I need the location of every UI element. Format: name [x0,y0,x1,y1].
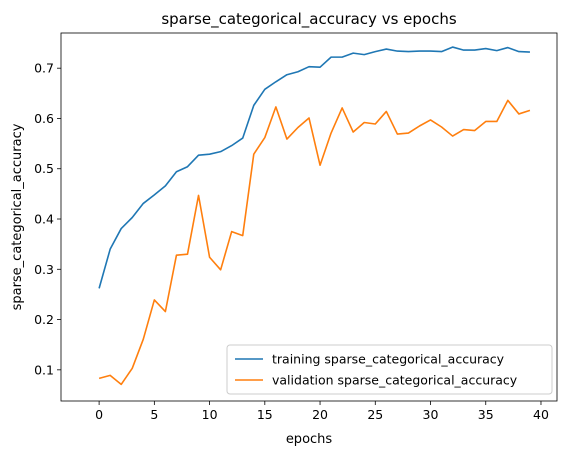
legend: training sparse_categorical_accuracyvali… [226,344,553,395]
x-tick-label: 30 [423,407,439,422]
series-line-training [98,46,530,289]
y-tick-label: 0.3 [34,262,54,277]
legend-label-validation: validation sparse_categorical_accuracy [272,373,518,388]
legend-box [226,344,553,395]
x-tick-label: 40 [533,407,549,422]
y-axis-label: sparse_categorical_accuracy [10,123,25,310]
y-tick-label: 0.6 [34,111,54,126]
x-tick-label: 25 [367,407,383,422]
x-axis-label: epochs [286,432,333,447]
series-line-validation [98,99,531,386]
y-tick-label: 0.2 [34,312,54,327]
legend-label-training: training sparse_categorical_accuracy [272,352,505,367]
x-tick-label: 35 [478,407,494,422]
y-tick-label: 0.1 [34,362,54,377]
x-tick-label: 15 [257,407,273,422]
y-tick-label: 0.5 [34,161,54,176]
x-tick-label: 0 [95,407,103,422]
plot-frame [60,32,558,402]
y-tick-label: 0.7 [34,61,54,76]
chart-title: sparse_categorical_accuracy vs epochs [161,10,457,29]
x-tick-label: 20 [312,407,328,422]
x-tick-label: 10 [202,407,218,422]
x-tick-label: 5 [150,407,158,422]
y-tick-label: 0.4 [34,212,54,227]
plot-layer: 0 5 10 15 20 25 30 35 40 0.1 0.2 0.3 0.4 0.5 0.6 0.7 [34,32,558,422]
